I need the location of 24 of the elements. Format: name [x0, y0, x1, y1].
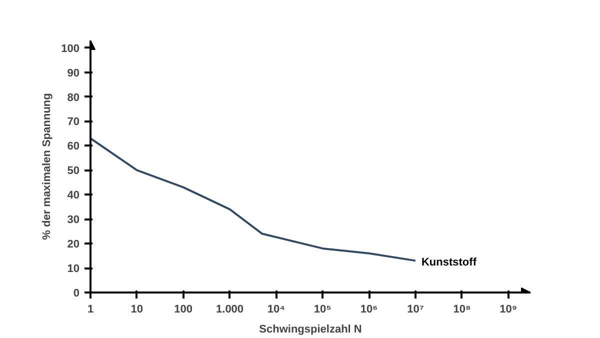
- y-tick-label: 0: [73, 288, 80, 300]
- x-tick-label: 10⁵: [314, 304, 332, 316]
- y-tick-label: 80: [67, 92, 80, 104]
- y-tick-label: 10: [67, 263, 80, 276]
- y-tick-label: 20: [67, 238, 80, 251]
- y-tick-label: 40: [67, 190, 80, 202]
- x-tick-label: 10⁴: [267, 304, 286, 316]
- y-tick-label: 100: [61, 42, 80, 55]
- x-tick-label: 1: [87, 304, 94, 316]
- series-label: Kunststoff: [421, 256, 477, 269]
- y-tick-label: 70: [67, 116, 80, 128]
- y-tick-label: 60: [67, 140, 80, 153]
- x-tick-label: 10⁶: [360, 304, 378, 316]
- x-tick-label: 100: [174, 304, 193, 316]
- x-tick-label: 10⁸: [453, 304, 471, 316]
- y-tick-label: 50: [67, 165, 80, 178]
- y-tick-label: 90: [67, 67, 80, 80]
- x-tick-label: 10⁷: [407, 304, 424, 316]
- x-tick-label: 10⁹: [500, 304, 518, 316]
- y-tick-label: 30: [67, 214, 80, 226]
- x-tick-label: 1.000: [216, 304, 244, 316]
- x-tick-label: 10: [130, 304, 144, 316]
- y-axis-title: % der maximalen Spannung: [41, 93, 54, 240]
- x-axis-title: Schwingspielzahl N: [259, 324, 362, 336]
